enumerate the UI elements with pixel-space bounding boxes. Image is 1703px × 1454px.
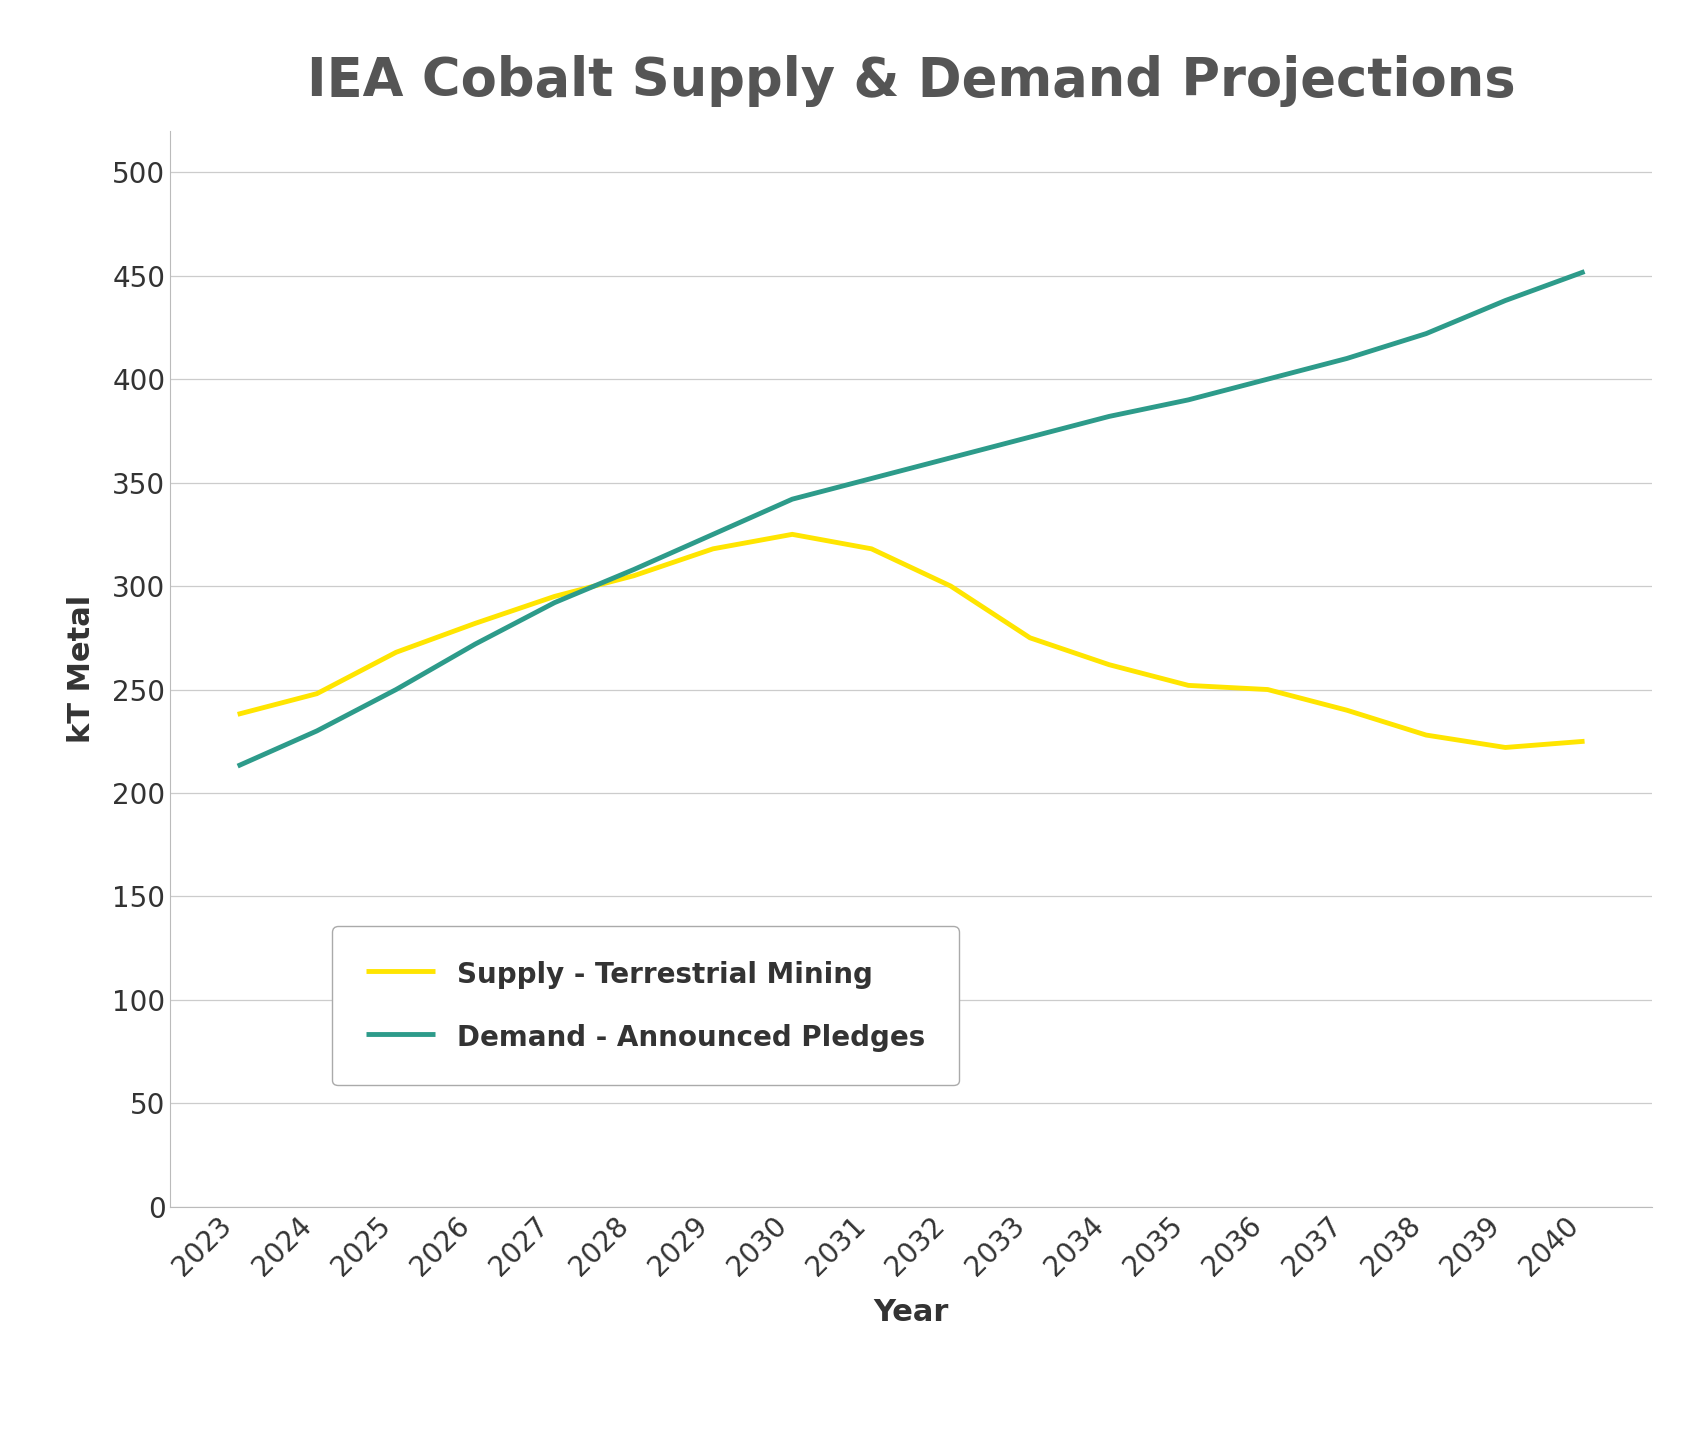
Demand - Announced Pledges bbox=[782, 490, 802, 507]
Demand - Announced Pledges bbox=[1495, 292, 1516, 310]
Supply - Terrestrial Mining bbox=[782, 525, 802, 542]
Demand - Announced Pledges bbox=[1415, 324, 1436, 342]
Line: Supply - Terrestrial Mining: Supply - Terrestrial Mining bbox=[238, 534, 1584, 747]
Demand - Announced Pledges bbox=[1574, 263, 1594, 281]
Demand - Announced Pledges bbox=[1337, 350, 1357, 368]
Y-axis label: kT Metal: kT Metal bbox=[66, 595, 95, 743]
Demand - Announced Pledges bbox=[1020, 429, 1041, 446]
Supply - Terrestrial Mining bbox=[387, 644, 407, 662]
Supply - Terrestrial Mining bbox=[703, 539, 724, 557]
Supply - Terrestrial Mining bbox=[1257, 680, 1277, 698]
Supply - Terrestrial Mining bbox=[940, 577, 960, 595]
Demand - Announced Pledges bbox=[1257, 371, 1277, 388]
Demand - Announced Pledges bbox=[703, 525, 724, 542]
Supply - Terrestrial Mining bbox=[1495, 739, 1516, 756]
Demand - Announced Pledges bbox=[228, 758, 249, 775]
Demand - Announced Pledges bbox=[387, 680, 407, 698]
Supply - Terrestrial Mining bbox=[1415, 727, 1436, 744]
Demand - Announced Pledges bbox=[465, 635, 485, 653]
Supply - Terrestrial Mining bbox=[1020, 630, 1041, 647]
Supply - Terrestrial Mining bbox=[545, 587, 565, 605]
X-axis label: Year: Year bbox=[874, 1298, 949, 1328]
Supply - Terrestrial Mining bbox=[1178, 676, 1199, 694]
Supply - Terrestrial Mining bbox=[623, 567, 644, 585]
Demand - Announced Pledges bbox=[1178, 391, 1199, 409]
Line: Demand - Announced Pledges: Demand - Announced Pledges bbox=[238, 272, 1584, 766]
Demand - Announced Pledges bbox=[623, 561, 644, 579]
Supply - Terrestrial Mining bbox=[307, 685, 327, 702]
Supply - Terrestrial Mining bbox=[228, 705, 249, 723]
Supply - Terrestrial Mining bbox=[862, 539, 882, 557]
Title: IEA Cobalt Supply & Demand Projections: IEA Cobalt Supply & Demand Projections bbox=[307, 55, 1516, 108]
Demand - Announced Pledges bbox=[940, 449, 960, 467]
Demand - Announced Pledges bbox=[545, 593, 565, 611]
Demand - Announced Pledges bbox=[1098, 407, 1119, 425]
Supply - Terrestrial Mining bbox=[1098, 656, 1119, 673]
Supply - Terrestrial Mining bbox=[465, 615, 485, 632]
Supply - Terrestrial Mining bbox=[1337, 701, 1357, 718]
Legend: Supply - Terrestrial Mining, Demand - Announced Pledges: Supply - Terrestrial Mining, Demand - An… bbox=[332, 926, 959, 1085]
Supply - Terrestrial Mining bbox=[1574, 733, 1594, 750]
Demand - Announced Pledges bbox=[862, 470, 882, 487]
Demand - Announced Pledges bbox=[307, 723, 327, 740]
